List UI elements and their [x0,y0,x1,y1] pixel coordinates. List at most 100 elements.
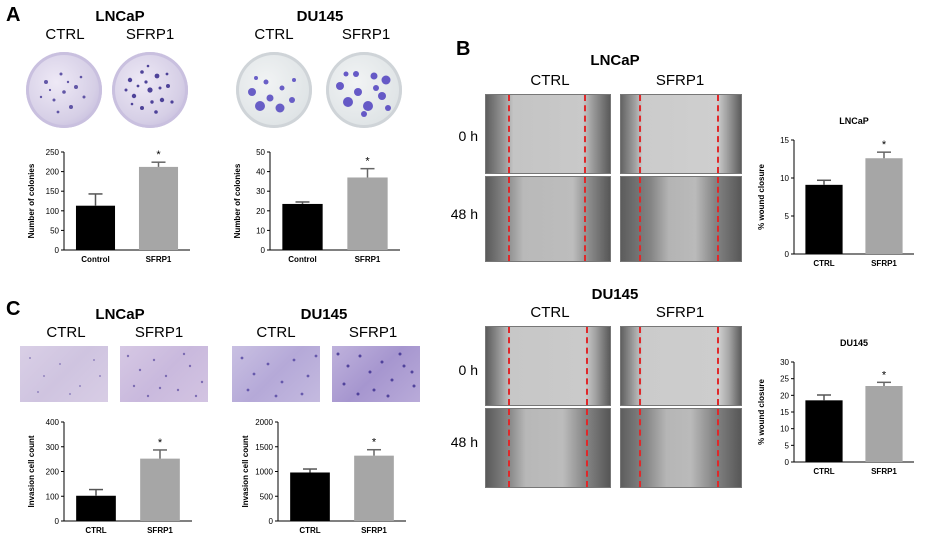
panel-b-lncap-ctrl-label: CTRL [530,72,570,89]
chart-c-du145: 0 500 1000 1500 2000 Invasion cell count CTRL *… [241,418,406,534]
y-tick-label: 10 [780,174,789,183]
y-tick-label: 200 [46,468,60,477]
y-tick-label: 2000 [255,418,273,427]
significance-star: * [365,156,370,168]
chart-a-lncap: 0 50 100 150 200 250 Number of colonies Control… [27,148,190,264]
y-tick-label: 100 [46,207,60,216]
y-tick-label: 1000 [255,468,273,477]
panel-a-lncap-ctrl-label: CTRL [45,26,85,43]
y-tick-label: 15 [780,408,789,417]
wound-edge-line [508,177,510,261]
panel-a-lncap-title: LNCaP [95,8,145,25]
y-tick-label: 0 [55,246,60,255]
wound-edge-line [508,327,510,405]
y-tick-label: 300 [46,443,60,452]
y-tick-label: 0 [785,250,790,259]
bar-sfrp1 [138,166,179,250]
colony-dots-du145-sfrp1 [336,71,391,117]
x-tick-label: Control [81,255,109,264]
panel-c-lncap-sfrp1-label: SFRP1 [134,324,184,341]
wound-image-du145-sfrp1-48h [620,408,742,488]
panel-a-du145-title: DU145 [296,8,344,25]
x-tick-label: CTRL [85,526,106,534]
wound-edge-line [584,95,586,173]
wound-edge-line [717,327,719,405]
panel-c-du145-title: DU145 [300,306,348,323]
wound-image-du145-sfrp1-0h [620,326,742,406]
y-axis-label: Number of colonies [233,163,242,238]
y-tick-label: 25 [780,375,789,384]
panel-a-du145-sfrp1-label: SFRP1 [341,26,391,43]
y-tick-label: 250 [46,148,60,157]
panel-b-du145-time-48h: 48 h [450,434,478,450]
panel-c-du145-sfrp1-label: SFRP1 [348,324,398,341]
panel-b-lncap-time-48h: 48 h [450,206,478,222]
wound-edge-line [508,95,510,173]
y-tick-label: 10 [256,226,265,235]
panel-b-lncap-title: LNCaP [590,52,640,69]
x-tick-label: SFRP1 [146,255,172,264]
colony-plate-du145-ctrl [236,52,312,128]
wound-edge-line [639,95,641,173]
panel-b-du145-time-0h: 0 h [458,362,478,378]
wound-edge-line [586,409,588,487]
y-tick-label: 30 [256,187,265,196]
invasion-dots-lncap-sfrp1 [126,352,204,398]
y-tick-label: 30 [780,358,789,367]
panel-c-du145-ctrl-label: CTRL [256,324,296,341]
wound-image-lncap-ctrl-0h [485,94,611,174]
wound-edge-line [508,409,510,487]
wound-image-du145-ctrl-48h [485,408,611,488]
significance-star: * [882,139,887,151]
colony-dots-lncap-sfrp1 [124,64,174,114]
wound-edge-line [639,409,641,487]
y-tick-label: 20 [256,207,265,216]
colony-plate-lncap-sfrp1 [112,52,188,128]
chart-b-lncap: 0 5 10 15 % wound closure LNCaP CTRL * SFRP1 [757,116,914,268]
y-tick-label: 100 [46,492,60,501]
invasion-dots-lncap-ctrl [29,357,101,395]
chart-title: DU145 [840,338,868,348]
wound-image-du145-ctrl-0h [485,326,611,406]
colony-plate-du145-sfrp1 [326,52,402,128]
colony-dots-lncap-ctrl [39,72,86,114]
panel-c-letter: C [6,298,21,320]
significance-star: * [156,149,161,161]
y-tick-label: 40 [256,168,265,177]
panel-b-lncap-time-0h: 0 h [458,128,478,144]
chart-a-du145: 0 10 20 30 40 50 Number of colonies Control * SFR… [233,148,400,264]
x-tick-label: CTRL [813,467,834,476]
y-tick-label: 50 [50,226,59,235]
panel-c-lncap-ctrl-label: CTRL [46,324,86,341]
panel-b-du145-ctrl-label: CTRL [530,304,570,321]
panel-b-du145-sfrp1-label: SFRP1 [655,304,705,321]
bar-ctrl [805,400,843,462]
bar-sfrp1 [865,158,903,254]
y-axis-label: % wound closure [757,379,766,445]
significance-star: * [158,437,163,449]
y-tick-label: 1500 [255,443,273,452]
x-tick-label: CTRL [813,259,834,268]
y-tick-label: 0 [785,458,790,467]
x-tick-label: SFRP1 [361,526,387,534]
chart-b-du145: 0 5 10 15 20 25 30 % wound closure DU145 CTRL * SFR… [757,338,914,476]
panel-b-du145-title: DU145 [591,286,639,303]
wound-edge-line [717,409,719,487]
bar-sfrp1 [865,386,903,462]
y-axis-label: Invasion cell count [27,435,36,507]
y-axis-label: Invasion cell count [241,435,250,507]
y-tick-label: 5 [785,212,790,221]
panel-b-letter: B [456,38,471,60]
wound-edge-line [586,327,588,405]
x-tick-label: SFRP1 [871,259,897,268]
bar-sfrp1 [140,458,180,521]
significance-star: * [882,369,887,381]
panel-c-lncap-title: LNCaP [95,306,145,323]
x-tick-label: SFRP1 [871,467,897,476]
y-tick-label: 0 [55,517,60,526]
bar-ctrl [76,495,116,521]
significance-star: * [372,437,377,449]
y-tick-label: 0 [261,246,266,255]
colony-plate-lncap-ctrl [26,52,102,128]
y-tick-label: 0 [269,517,274,526]
